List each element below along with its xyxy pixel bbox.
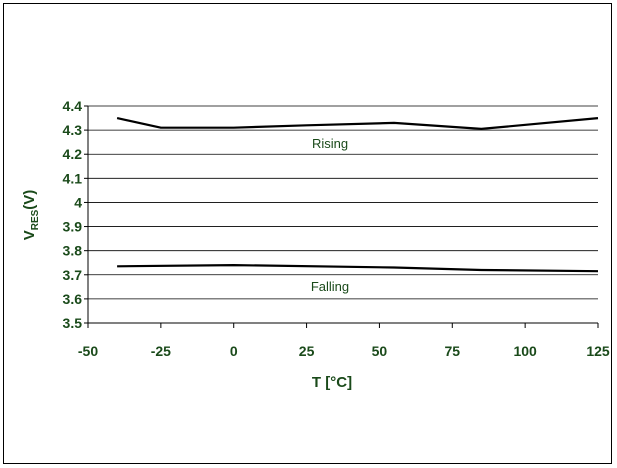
series-lines xyxy=(116,117,599,273)
axes xyxy=(84,105,599,328)
gridlines xyxy=(88,105,598,300)
x-tick-labels: -50 -25 0 25 50 75 100 125 xyxy=(78,343,610,359)
svg-text:VRES(V): VRES(V) xyxy=(21,190,41,241)
x-tick-label: 75 xyxy=(444,343,460,359)
y-tick-label: 4.2 xyxy=(63,146,83,162)
x-axis-title: T [°C] xyxy=(312,374,352,391)
y-axis-title-subscript: RES xyxy=(30,209,41,230)
y-tick-label: 4.1 xyxy=(63,170,83,186)
series-line-falling xyxy=(117,264,599,273)
chart-frame xyxy=(3,3,612,464)
y-axis-title-main: V xyxy=(21,230,38,240)
x-tick-label: 25 xyxy=(299,343,315,359)
x-tick-label: -25 xyxy=(151,343,171,359)
series-line-rising xyxy=(116,117,599,130)
y-tick-label: 3.8 xyxy=(63,243,83,259)
series-labels: Rising Falling xyxy=(311,136,349,294)
x-tick-label: 50 xyxy=(372,343,388,359)
series-label-rising: Rising xyxy=(312,136,348,151)
x-tick-label: 125 xyxy=(586,343,610,359)
y-tick-labels: 3.5 3.6 3.7 3.8 3.9 4 4.1 4.2 4.3 4.4 xyxy=(63,98,83,331)
y-tick-label: 4.3 xyxy=(63,122,83,138)
x-tick-label: 100 xyxy=(513,343,537,359)
y-tick-label: 3.7 xyxy=(63,267,83,283)
y-tick-label: 4 xyxy=(74,194,82,210)
x-tick-label: -50 xyxy=(78,343,98,359)
y-axis-title: VRES(V) xyxy=(21,190,41,241)
series-label-falling: Falling xyxy=(311,279,349,294)
y-tick-label: 4.4 xyxy=(63,98,83,114)
y-tick-label: 3.9 xyxy=(63,219,83,235)
y-tick-label: 3.6 xyxy=(63,291,83,307)
x-tick-label: 0 xyxy=(230,343,238,359)
y-axis-title-unit: (V) xyxy=(21,190,38,210)
y-tick-label: 3.5 xyxy=(63,315,83,331)
